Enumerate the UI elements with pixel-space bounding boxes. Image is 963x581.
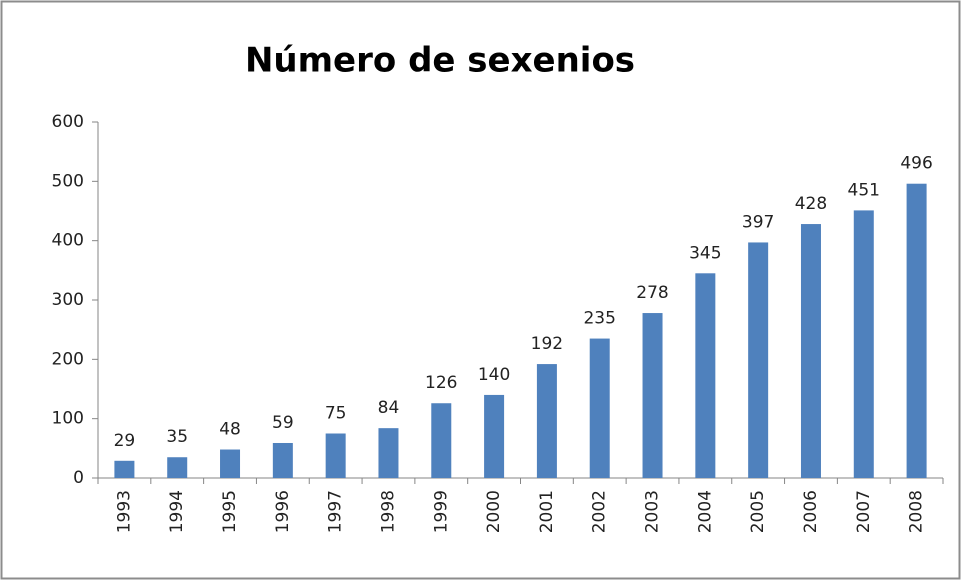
bar bbox=[748, 242, 769, 478]
x-tick-label: 1997 bbox=[326, 490, 346, 533]
bar bbox=[589, 338, 610, 478]
y-tick-label: 0 bbox=[73, 468, 84, 488]
data-label: 75 bbox=[325, 404, 347, 424]
x-tick-label: 1998 bbox=[378, 490, 398, 533]
bar bbox=[325, 433, 346, 478]
bar bbox=[114, 460, 135, 478]
data-label: 397 bbox=[742, 212, 774, 232]
bar bbox=[536, 364, 557, 478]
x-tick-label: 2008 bbox=[907, 490, 927, 533]
x-tick-label: 2004 bbox=[695, 490, 715, 533]
data-label: 59 bbox=[272, 413, 294, 433]
x-tick-label: 1995 bbox=[220, 490, 240, 533]
data-label: 345 bbox=[689, 243, 721, 263]
x-tick-label: 2005 bbox=[748, 490, 768, 533]
x-tick-label: 1996 bbox=[273, 490, 293, 533]
bar bbox=[695, 273, 716, 478]
y-tick-label: 100 bbox=[52, 409, 84, 429]
bar bbox=[167, 457, 188, 478]
bar bbox=[220, 449, 241, 478]
x-tick-label: 2006 bbox=[801, 490, 821, 533]
bar bbox=[906, 183, 927, 478]
chart-title: Número de sexenios bbox=[245, 41, 635, 81]
data-label: 496 bbox=[900, 154, 932, 174]
bar bbox=[642, 313, 663, 478]
data-label: 428 bbox=[795, 194, 827, 214]
data-label: 140 bbox=[478, 365, 510, 385]
x-tick-label: 1999 bbox=[431, 490, 451, 533]
y-tick-label: 500 bbox=[52, 171, 84, 191]
bar bbox=[378, 428, 399, 478]
x-tick-label: 1993 bbox=[114, 490, 134, 533]
bar bbox=[272, 442, 293, 478]
data-label: 84 bbox=[378, 398, 400, 418]
x-tick-label: 2001 bbox=[537, 490, 557, 533]
x-tick-label: 2000 bbox=[484, 490, 504, 533]
bar bbox=[431, 403, 452, 478]
data-label: 278 bbox=[636, 283, 668, 303]
x-tick-label: 2007 bbox=[854, 490, 874, 533]
bar bbox=[853, 210, 874, 478]
data-label: 48 bbox=[219, 420, 241, 440]
bar bbox=[800, 224, 821, 478]
bar bbox=[484, 394, 505, 478]
y-tick-label: 600 bbox=[52, 112, 84, 132]
y-tick-label: 400 bbox=[52, 231, 84, 251]
x-tick-label: 1994 bbox=[167, 490, 187, 533]
data-label: 192 bbox=[531, 334, 563, 354]
data-label: 35 bbox=[166, 427, 188, 447]
x-tick-label: 2002 bbox=[590, 490, 610, 533]
y-tick-label: 300 bbox=[52, 290, 84, 310]
y-tick-label: 200 bbox=[52, 349, 84, 369]
data-label: 451 bbox=[848, 180, 880, 200]
data-label: 126 bbox=[425, 373, 457, 393]
x-tick-label: 2003 bbox=[643, 490, 663, 533]
data-label: 235 bbox=[583, 309, 615, 329]
data-label: 29 bbox=[114, 431, 136, 451]
